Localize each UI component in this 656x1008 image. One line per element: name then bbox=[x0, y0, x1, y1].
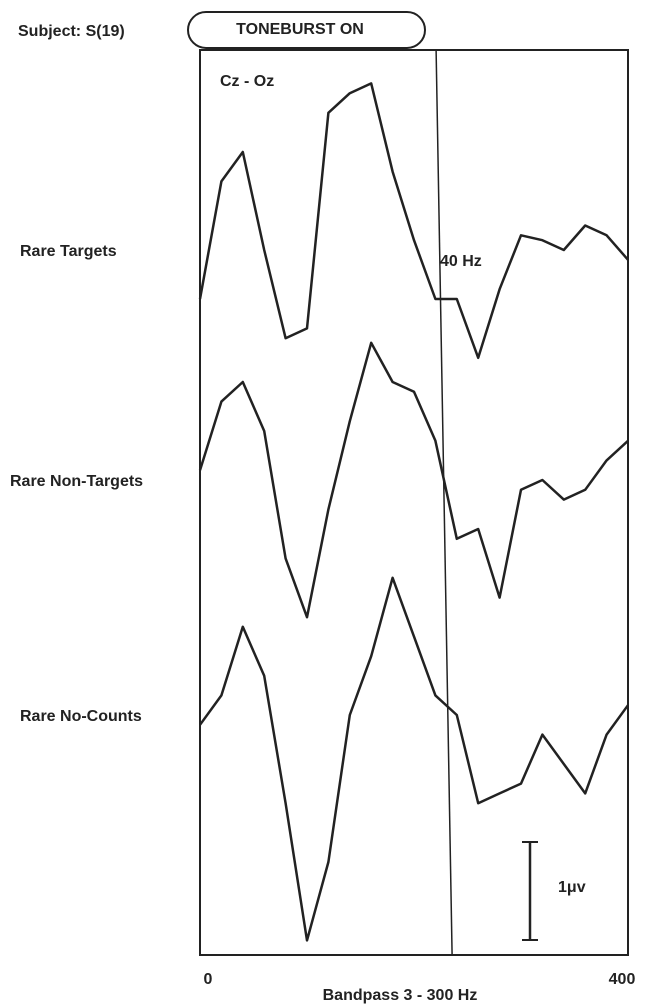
stimulus-bar bbox=[187, 11, 426, 49]
stimulus-label: TONEBURST ON bbox=[236, 21, 364, 38]
x-axis-label: Bandpass 3 - 300 Hz bbox=[323, 987, 478, 1004]
plot-frame bbox=[199, 49, 629, 956]
series-label: Rare Non-Targets bbox=[10, 473, 143, 490]
waveform bbox=[198, 576, 630, 942]
x-tick-label: 400 bbox=[609, 971, 636, 988]
waveform bbox=[198, 341, 629, 619]
annotation: 40 Hz bbox=[440, 253, 482, 270]
x-tick-label: 0 bbox=[204, 971, 213, 988]
boundary-line bbox=[435, 49, 453, 956]
scale-bar-label: 1μv bbox=[558, 879, 586, 896]
series-label: Rare No-Counts bbox=[20, 708, 142, 725]
derivation: Cz - Oz bbox=[220, 73, 274, 90]
subject: Subject: S(19) bbox=[18, 23, 125, 40]
series-label: Rare Targets bbox=[20, 243, 117, 260]
waveform bbox=[198, 82, 629, 360]
